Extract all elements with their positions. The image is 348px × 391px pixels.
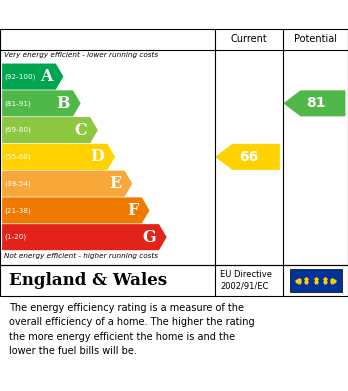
Polygon shape bbox=[283, 90, 346, 117]
Text: 66: 66 bbox=[239, 150, 259, 164]
Text: A: A bbox=[40, 68, 53, 85]
Text: (55-68): (55-68) bbox=[4, 154, 31, 160]
Polygon shape bbox=[2, 90, 81, 117]
Polygon shape bbox=[2, 64, 63, 90]
Text: (92-100): (92-100) bbox=[4, 74, 35, 80]
Text: (69-80): (69-80) bbox=[4, 127, 31, 133]
Polygon shape bbox=[215, 144, 280, 170]
Text: Current: Current bbox=[231, 34, 268, 44]
Text: (81-91): (81-91) bbox=[4, 100, 31, 107]
Polygon shape bbox=[2, 224, 167, 250]
Text: (39-54): (39-54) bbox=[4, 180, 31, 187]
Polygon shape bbox=[2, 170, 132, 197]
Text: The energy efficiency rating is a measure of the
overall efficiency of a home. T: The energy efficiency rating is a measur… bbox=[9, 303, 254, 356]
Polygon shape bbox=[2, 197, 150, 223]
Text: (21-38): (21-38) bbox=[4, 207, 31, 213]
Polygon shape bbox=[2, 144, 115, 170]
Text: G: G bbox=[143, 229, 156, 246]
Text: Very energy efficient - lower running costs: Very energy efficient - lower running co… bbox=[4, 52, 158, 58]
Text: D: D bbox=[91, 148, 105, 165]
Polygon shape bbox=[2, 117, 98, 143]
Text: C: C bbox=[75, 122, 87, 139]
Text: (1-20): (1-20) bbox=[4, 234, 26, 240]
FancyBboxPatch shape bbox=[290, 269, 341, 292]
Text: EU Directive
2002/91/EC: EU Directive 2002/91/EC bbox=[220, 270, 272, 291]
Text: England & Wales: England & Wales bbox=[9, 272, 167, 289]
Text: F: F bbox=[128, 202, 139, 219]
Text: 81: 81 bbox=[306, 96, 326, 110]
Text: Potential: Potential bbox=[294, 34, 337, 44]
Text: Not energy efficient - higher running costs: Not energy efficient - higher running co… bbox=[4, 253, 158, 259]
Text: B: B bbox=[57, 95, 70, 112]
Text: Energy Efficiency Rating: Energy Efficiency Rating bbox=[9, 7, 211, 22]
Text: E: E bbox=[110, 175, 122, 192]
